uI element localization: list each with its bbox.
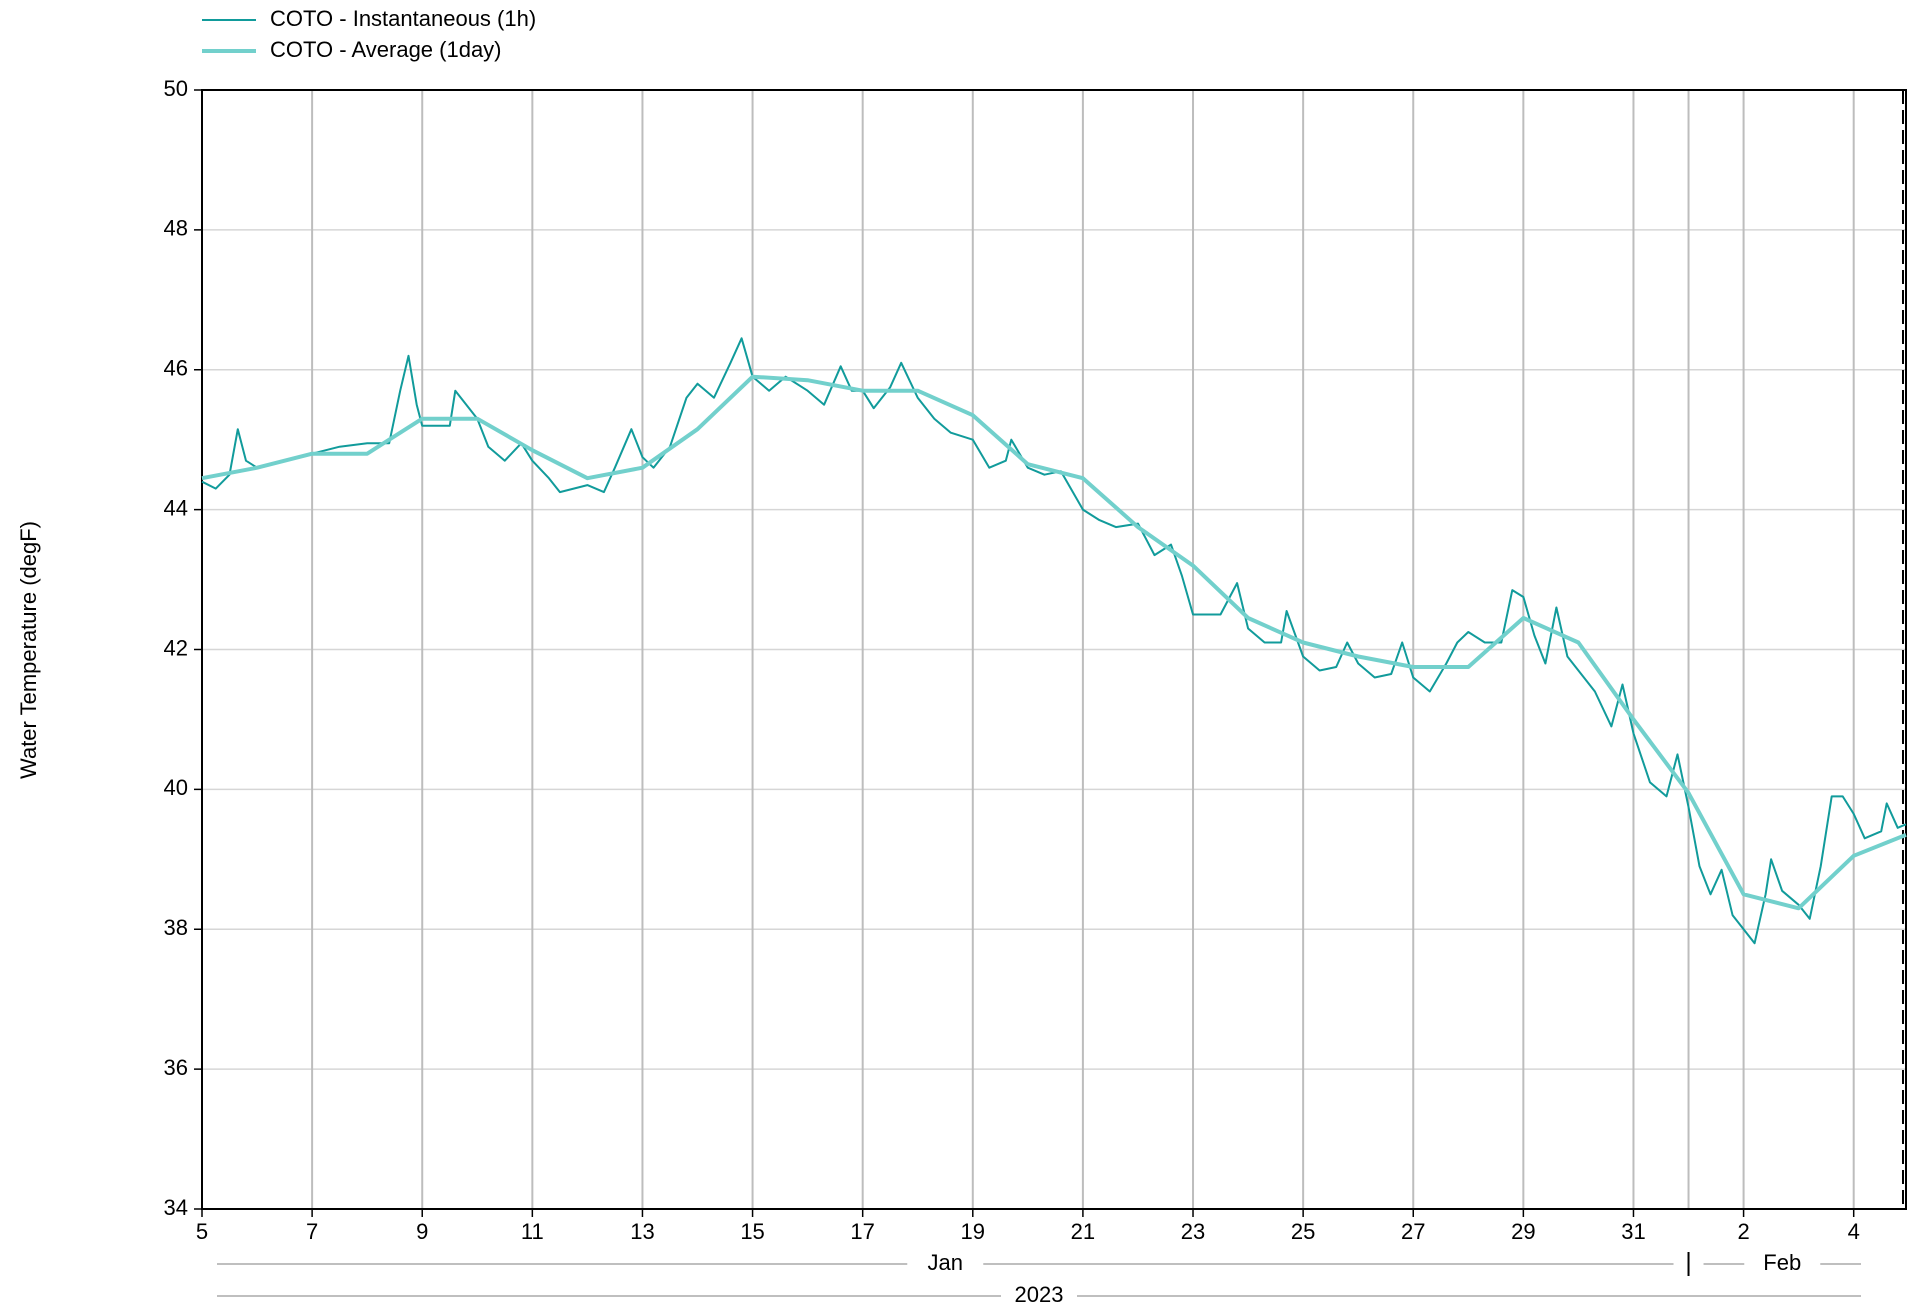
- y-tick-label: 44: [164, 495, 188, 520]
- x-tick-label: 5: [196, 1219, 208, 1244]
- plot-frame: [201, 89, 1907, 1210]
- y-tick-label: 40: [164, 775, 188, 800]
- y-tick-label: 46: [164, 356, 188, 381]
- y-tick-label: 50: [164, 76, 188, 101]
- x-tick-label: 11: [521, 1219, 544, 1244]
- x-tick-label: 15: [740, 1219, 764, 1244]
- x-tick-label: 13: [630, 1219, 654, 1244]
- y-tick-label: 42: [164, 635, 188, 660]
- month-label: Feb: [1763, 1250, 1801, 1275]
- x-tick-label: 25: [1291, 1219, 1315, 1244]
- y-tick-label: 34: [164, 1195, 188, 1220]
- legend-label: COTO - Instantaneous (1h): [270, 6, 536, 31]
- x-tick-label: 19: [961, 1219, 985, 1244]
- legend-label: COTO - Average (1day): [270, 37, 502, 62]
- series-line: [201, 337, 1907, 945]
- x-tick-label: 23: [1181, 1219, 1205, 1244]
- series-line: [201, 374, 1907, 911]
- month-label: Jan: [928, 1250, 963, 1275]
- x-tick-label: 4: [1848, 1219, 1860, 1244]
- x-tick-label: 17: [850, 1219, 874, 1244]
- y-axis-label: Water Temperature (degF): [16, 521, 41, 779]
- x-tick-label: 9: [416, 1219, 428, 1244]
- y-tick-label: 48: [164, 216, 188, 241]
- y-tick-label: 38: [164, 915, 188, 940]
- x-tick-label: 29: [1511, 1219, 1535, 1244]
- y-tick-label: 36: [164, 1055, 188, 1080]
- year-label: 2023: [1015, 1282, 1064, 1307]
- x-tick-label: 7: [306, 1219, 318, 1244]
- x-tick-label: 27: [1401, 1219, 1425, 1244]
- x-tick-label: 31: [1621, 1219, 1645, 1244]
- x-tick-label: 2: [1737, 1219, 1749, 1244]
- x-tick-label: 21: [1071, 1219, 1095, 1244]
